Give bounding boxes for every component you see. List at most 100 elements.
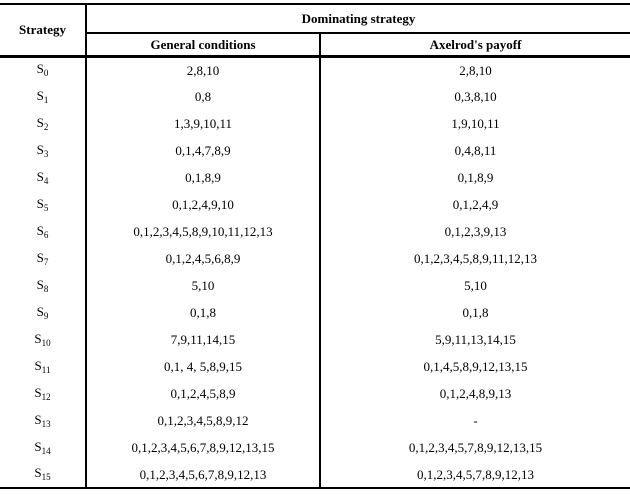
strategy-label-base: S (34, 384, 42, 400)
table-row: S13 0,1,2,3,4,5,8,9,12- (0, 407, 630, 434)
strategy-label-base: S (34, 357, 42, 373)
strategy-label-subscript: 6 (43, 229, 49, 240)
general-conditions-value: 0,1,2,4,5,6,8,9 (86, 245, 321, 272)
header-row-1: Strategy Dominating strategy (0, 4, 630, 58)
general-conditions-value: 1,3,9,10,11 (86, 110, 321, 137)
strategy-label-base: S (34, 330, 42, 346)
axelrod-payoff-value: - (473, 413, 478, 428)
axelrod-payoff-value: 0,1,8,9 (457, 170, 494, 185)
axelrod-payoff-value: 0,1,2,3,4,5,7,8,9,12,13,15 (408, 440, 543, 455)
axelrod-payoff-value: 5,9,11,13,14,15 (435, 332, 516, 347)
general-conditions-value: 0,1,4,7,8,9 (86, 137, 321, 164)
strategy-label-base: S (34, 438, 42, 454)
table-row: S14 0,1,2,3,4,5,6,7,8,9,12,13,15 0,1,2,3,4… (0, 434, 630, 461)
table-row: S5 0,1,2,4,9,10 0,1,2,4,9 (0, 191, 630, 218)
strategy-label-base: S (36, 222, 44, 238)
table-row: S0 2,8,10 2,8,10 (0, 56, 630, 83)
general-conditions-value: 0,1,2,3,4,5,6,7,8,9,12,13,15 (86, 434, 321, 461)
table-row: S7 0,1,2,4,5,6,8,9 0,1,2,3,4,5,8,9,11,12,1… (0, 245, 630, 272)
strategy-label-base: S (34, 411, 42, 427)
axelrod-payoff-value: 0,1,2,4,8,9,13 (439, 386, 512, 401)
strategy-label: S10 (0, 326, 87, 353)
strategy-label-subscript: 5 (43, 202, 49, 213)
strategy-label-subscript: 1 (43, 94, 49, 105)
table-row: S12 0,1,2,4,5,8,9 0,1,2,4,8,9,13 (0, 380, 630, 407)
general-conditions-value: 0,1,2,3,4,5,8,9,12 (86, 407, 321, 434)
strategy-label-base: S (36, 87, 44, 103)
strategy-label-subscript: 10 (41, 337, 51, 348)
general-conditions-value: 2,8,10 (86, 56, 321, 83)
column-header-general-conditions: General conditions (86, 33, 321, 58)
strategy-label-subscript: 7 (43, 256, 49, 267)
strategy-label: S3 (0, 137, 87, 164)
strategy-label-subscript: 15 (41, 472, 51, 482)
strategy-label-subscript: 0 (43, 68, 49, 79)
general-conditions-value: 5,10 (86, 272, 321, 299)
table-row: S15 0,1,2,3,4,5,6,7,8,9,12,13 0,1,2,3,4,5,… (0, 461, 630, 488)
strategy-label-subscript: 2 (43, 121, 49, 132)
column-header-axelrod-payoff: Axelrod's payoff (320, 33, 630, 58)
axelrod-payoff-value: 0,3,8,10 (454, 89, 497, 104)
strategy-label-base: S (36, 276, 44, 292)
table-row: S2 1,3,9,10,11 1,9,10,11 (0, 110, 630, 137)
strategy-label: S9 (0, 299, 87, 326)
strategy-label-base: S (36, 249, 44, 265)
strategy-label-subscript: 8 (43, 283, 49, 294)
table-row: S11 0,1, 4, 5,8,9,15 0,1,4,5,8,9,12,13,15 (0, 353, 630, 380)
table-row: S9 0,1,8 0,1,8 (0, 299, 630, 326)
column-header-dominating-strategy: Dominating strategy (86, 4, 630, 34)
general-conditions-value: 0,8 (86, 83, 321, 110)
strategy-label-subscript: 11 (41, 364, 51, 375)
axelrod-payoff-value: 0,1,2,3,4,5,8,9,11,12,13 (413, 251, 538, 266)
table-row: S6 0,1,2,3,4,5,8,9,10,11,12,13 0,1,2,3,9,1… (0, 218, 630, 245)
table-row: S4 0,1,8,9 0,1,8,9 (0, 164, 630, 191)
strategy-label-base: S (36, 195, 44, 211)
strategy-label-subscript: 3 (43, 148, 49, 159)
general-conditions-value: 0,1,2,3,4,5,8,9,10,11,12,13 (86, 218, 321, 245)
strategy-label: S13 (0, 407, 87, 434)
strategy-label: S5 (0, 191, 87, 218)
general-conditions-value: 7,9,11,14,15 (86, 326, 321, 353)
strategy-label-subscript: 13 (41, 418, 51, 429)
strategy-label: S11 (0, 353, 87, 380)
axelrod-payoff-value: 1,9,10,11 (451, 116, 500, 131)
strategy-label: S8 (0, 272, 87, 299)
table-header: Strategy Dominating strategy General con… (0, 4, 630, 58)
strategy-label: S4 (0, 164, 87, 191)
strategy-label: S1 (0, 83, 87, 110)
column-header-strategy: Strategy (0, 4, 87, 58)
strategy-label-base: S (34, 465, 42, 480)
axelrod-payoff-value: 0,4,8,11 (454, 143, 497, 158)
table-body: S0 2,8,10 2,8,10 S1 0,8 0,3,8,10 S2 1,3,9,10,11… (0, 56, 630, 488)
strategy-label: S2 (0, 110, 87, 137)
header-row-2: General conditions Axelrod's payoff (0, 33, 630, 58)
dominating-strategy-table: Strategy Dominating strategy General con… (0, 3, 630, 489)
strategy-label: S7 (0, 245, 87, 272)
axelrod-payoff-value: 0,1,4,5,8,9,12,13,15 (423, 359, 528, 374)
axelrod-payoff-value: 5,10 (464, 278, 487, 293)
table-row: S8 5,10 5,10 (0, 272, 630, 299)
table-row: S10 7,9,11,14,15 5,9,11,13,14,15 (0, 326, 630, 353)
table-row: S1 0,8 0,3,8,10 (0, 83, 630, 110)
strategy-label-base: S (36, 303, 44, 319)
strategy-label-base: S (36, 141, 44, 157)
strategy-label: S0 (0, 56, 87, 83)
general-conditions-value: 0,1,8,9 (86, 164, 321, 191)
strategy-label-base: S (36, 168, 44, 184)
axelrod-payoff-value: 2,8,10 (459, 62, 492, 78)
strategy-label: S15 (0, 461, 87, 488)
axelrod-payoff-value: 0,1,8 (462, 305, 489, 320)
table-row: S3 0,1,4,7,8,9 0,4,8,11 (0, 137, 630, 164)
strategy-label-subscript: 9 (43, 310, 49, 321)
general-conditions-value: 0,1, 4, 5,8,9,15 (86, 353, 321, 380)
strategy-label: S14 (0, 434, 87, 461)
strategy-label-subscript: 12 (41, 391, 51, 402)
general-conditions-value: 0,1,2,3,4,5,6,7,8,9,12,13 (86, 461, 321, 488)
strategy-label-subscript: 14 (41, 445, 51, 456)
strategy-label-base: S (36, 114, 44, 130)
axelrod-payoff-value: 0,1,2,3,4,5,7,8,9,12,13 (417, 466, 534, 482)
axelrod-payoff-value: 0,1,2,3,9,13 (444, 224, 507, 239)
general-conditions-value: 0,1,2,4,9,10 (86, 191, 321, 218)
strategy-label-subscript: 4 (43, 175, 49, 186)
